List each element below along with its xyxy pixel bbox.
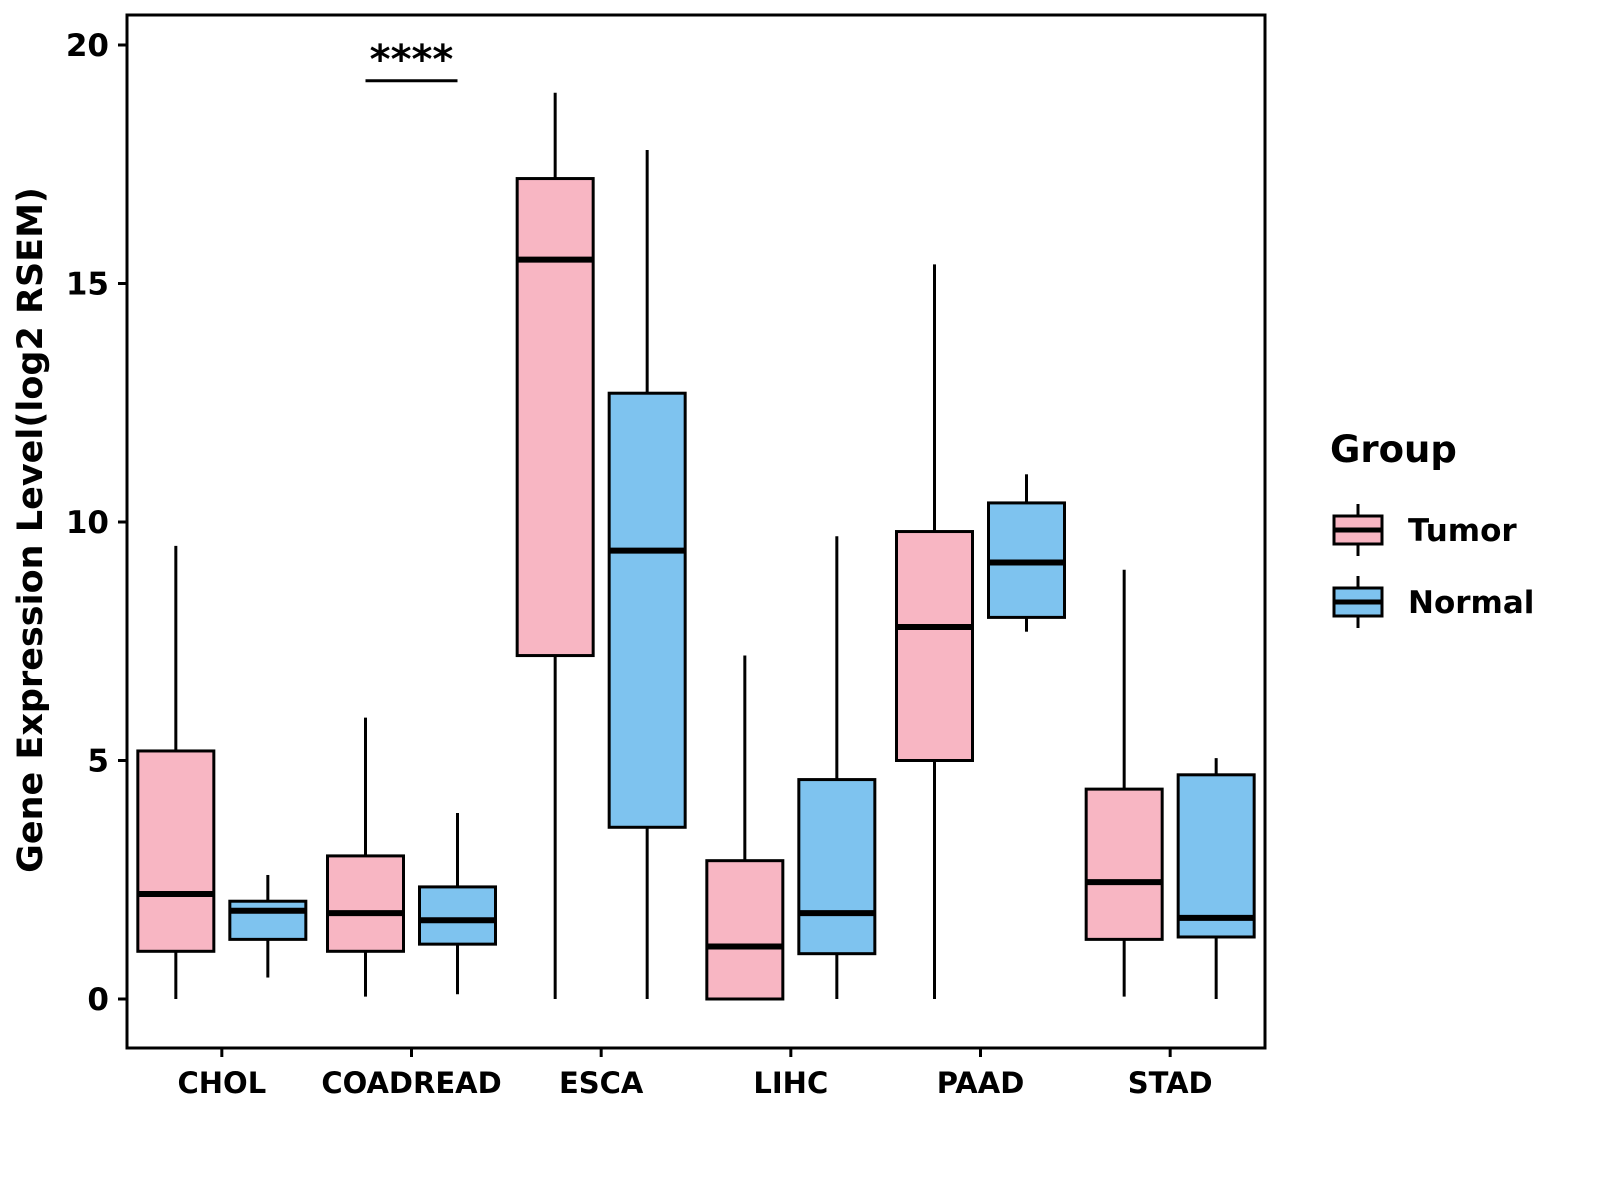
box-paad-normal	[987, 474, 1066, 632]
x-tick-label-paad: PAAD	[937, 1066, 1025, 1100]
box-coadread-tumor	[326, 717, 405, 997]
iqr-box	[228, 899, 308, 941]
y-tick-label: 20	[66, 28, 109, 64]
legend-label: Normal	[1408, 585, 1534, 621]
iqr-box	[705, 859, 785, 1001]
iqr-box	[136, 749, 216, 953]
x-tick-label-lihc: LIHC	[753, 1066, 828, 1100]
box-lihc-tumor	[705, 655, 785, 1001]
iqr-box	[326, 854, 405, 953]
box-stad-normal	[1176, 758, 1256, 999]
y-tick-label: 15	[66, 267, 109, 303]
significance-stars: ****	[370, 37, 454, 83]
x-tick-label-chol: CHOL	[177, 1066, 266, 1100]
box-stad-tumor	[1084, 569, 1164, 997]
iqr-box	[515, 177, 595, 658]
box-esca-normal	[607, 149, 687, 999]
legend-title: Group	[1330, 428, 1457, 471]
box-paad-tumor	[895, 264, 974, 999]
box-lihc-normal	[797, 536, 877, 999]
iqr-box	[895, 530, 974, 762]
iqr-box	[607, 391, 687, 829]
plot-area: 0 5 10 15 20 CHOL COADREAD ESCA LIHC PAAD STAD ****	[66, 13, 1267, 1100]
box-chol-tumor	[136, 545, 216, 999]
x-tick-label-stad: STAD	[1128, 1066, 1213, 1100]
iqr-box	[1176, 773, 1256, 939]
box-coadread-normal	[418, 812, 497, 995]
legend-label: Tumor	[1408, 513, 1517, 549]
y-axis-label: Gene Expression Level(log2 RSEM)	[11, 187, 51, 873]
iqr-box	[797, 778, 877, 956]
y-tick-label: 0	[87, 982, 109, 1018]
y-tick-label: 5	[87, 744, 109, 780]
significance-annotation-coadread: ****	[365, 37, 458, 83]
box-chol-normal	[228, 874, 308, 978]
iqr-box	[1084, 787, 1164, 941]
legend-entry-tumor: Tumor	[1332, 504, 1517, 556]
panel-border	[125, 13, 1267, 1050]
legend-entry-normal: Normal	[1332, 576, 1534, 628]
legend: Group Tumor Normal	[1330, 428, 1534, 628]
box-esca-tumor	[515, 92, 595, 999]
x-tick-label-coadread: COADREAD	[321, 1066, 501, 1100]
iqr-box	[418, 885, 497, 946]
y-tick-label: 10	[66, 505, 109, 541]
x-tick-label-esca: ESCA	[559, 1066, 644, 1100]
